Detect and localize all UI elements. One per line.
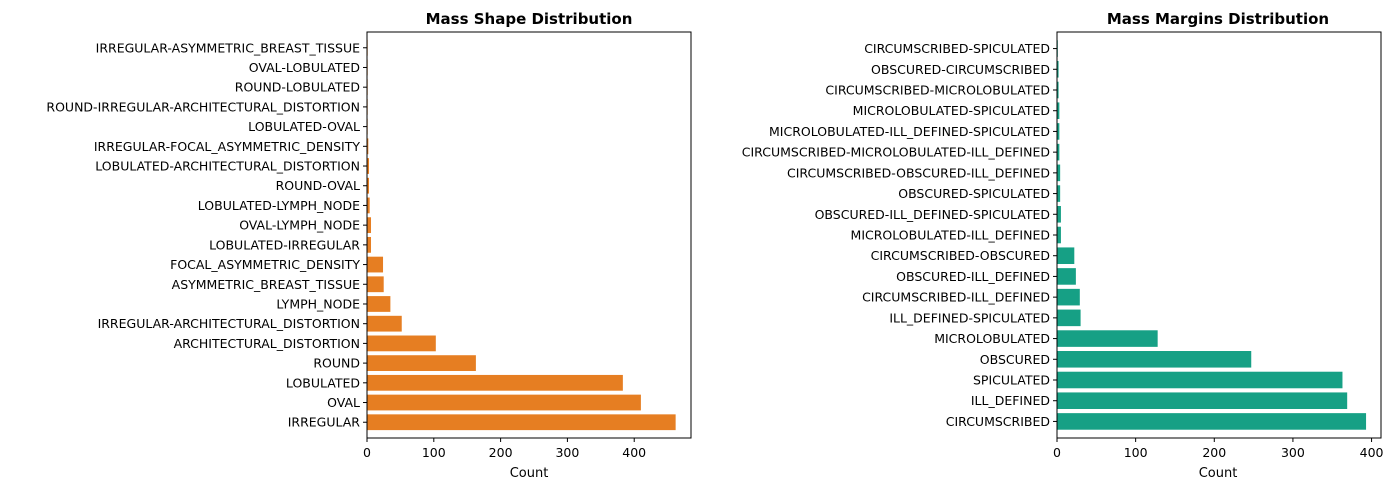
y-tick-label: CIRCUMSCRIBED xyxy=(946,414,1050,429)
y-tick-label: FOCAL_ASYMMETRIC_DENSITY xyxy=(170,257,360,272)
bar xyxy=(367,197,370,214)
bar xyxy=(367,177,370,194)
y-axis-ticks: IRREGULAR OVAL LOBULATED ROUND ARCHITECTURAL… xyxy=(46,40,367,430)
bar xyxy=(1057,371,1343,389)
y-tick-label: ROUND xyxy=(313,356,360,371)
y-axis-ticks: CIRCUMSCRIBED ILL_DEFINED SPICULATED OBSCUR… xyxy=(742,41,1057,429)
bar xyxy=(1057,247,1075,264)
y-tick-label: CIRCUMSCRIBED-MICROLOBULATED xyxy=(825,83,1050,98)
bar xyxy=(1057,164,1061,182)
y-tick-label: LOBULATED-OVAL xyxy=(248,119,360,134)
x-tick-label: 100 xyxy=(1124,445,1148,460)
y-tick-label: OBSCURED xyxy=(980,352,1050,367)
plot-frame xyxy=(366,31,692,439)
y-tick-label: SPICULATED xyxy=(973,373,1050,388)
bar xyxy=(367,296,391,312)
bar xyxy=(1057,226,1061,244)
bar xyxy=(1057,206,1061,223)
y-tick-label: OBSCURED-ILL_DEFINED xyxy=(896,269,1050,284)
y-tick-label: LOBULATED xyxy=(286,375,360,390)
y-tick-label: ASYMMETRIC_BREAST_TISSUE xyxy=(172,277,360,292)
y-tick-label: ILL_DEFINED-SPICULATED xyxy=(889,310,1050,325)
y-tick-label: OVAL-LOBULATED xyxy=(249,60,360,75)
y-tick-label: MICROLOBULATED-ILL_DEFINED xyxy=(851,228,1050,243)
y-tick-label: OBSCURED-CIRCUMSCRIBED xyxy=(871,62,1050,77)
bar xyxy=(1057,309,1081,327)
bar xyxy=(1057,185,1061,202)
y-tick-label: IRREGULAR-ARCHITECTURAL_DISTORTION xyxy=(98,316,360,331)
y-tick-label: LYMPH_NODE xyxy=(276,296,360,311)
y-tick-label: OVAL-LYMPH_NODE xyxy=(239,218,360,233)
bar xyxy=(367,236,372,253)
bar xyxy=(367,276,384,293)
y-tick-label: CIRCUMSCRIBED-ILL_DEFINED xyxy=(862,290,1050,305)
bar xyxy=(1057,351,1252,368)
bar xyxy=(367,414,676,431)
y-tick-label: ARCHITECTURAL_DISTORTION xyxy=(174,336,360,351)
chart-title: Mass Shape Distribution xyxy=(426,10,633,28)
bar xyxy=(1057,268,1076,285)
x-axis-ticks: 0 100 200 300 400 xyxy=(363,438,646,460)
bar xyxy=(367,355,476,371)
y-tick-label: MICROLOBULATED-SPICULATED xyxy=(853,103,1050,118)
x-tick-label: 0 xyxy=(363,445,371,460)
bar xyxy=(1057,81,1059,99)
bar xyxy=(1057,288,1080,306)
x-tick-label: 200 xyxy=(1202,445,1226,460)
x-axis-label: Count xyxy=(510,466,549,481)
y-tick-label: MICROLOBULATED xyxy=(934,331,1050,346)
bar xyxy=(1057,123,1060,140)
bar xyxy=(367,315,402,332)
y-tick-label: LOBULATED-LYMPH_NODE xyxy=(198,198,360,213)
x-tick-label: 300 xyxy=(555,445,579,460)
bar xyxy=(1057,413,1367,430)
chart-title: Mass Margins Distribution xyxy=(1107,10,1329,28)
x-tick-label: 400 xyxy=(1360,445,1384,460)
y-tick-label: CIRCUMSCRIBED-MICROLOBULATED-ILL_DEFINED xyxy=(742,145,1050,160)
bar xyxy=(1057,61,1059,78)
bar-group xyxy=(1057,40,1367,430)
bar xyxy=(367,256,384,273)
bar xyxy=(1057,102,1060,119)
x-tick-label: 300 xyxy=(1281,445,1305,460)
y-tick-label: LOBULATED-IRREGULAR xyxy=(209,237,360,252)
bar xyxy=(367,138,369,155)
mass-shape-chart: Mass Shape Distribution IRREGULAR OVAL LOB… xyxy=(46,10,692,481)
x-tick-label: 0 xyxy=(1053,445,1061,460)
y-tick-label: CIRCUMSCRIBED-SPICULATED xyxy=(864,41,1050,56)
y-tick-label: IRREGULAR-ASYMMETRIC_BREAST_TISSUE xyxy=(96,40,360,55)
y-tick-label: CIRCUMSCRIBED-OBSCURED-ILL_DEFINED xyxy=(787,165,1050,180)
bar xyxy=(1057,392,1348,409)
y-tick-label: OBSCURED-SPICULATED xyxy=(898,186,1050,201)
x-tick-label: 400 xyxy=(622,445,646,460)
y-tick-label: MICROLOBULATED-ILL_DEFINED-SPICULATED xyxy=(769,124,1050,139)
y-tick-label: ROUND-OVAL xyxy=(276,178,360,193)
x-axis-ticks: 0 100 200 300 400 xyxy=(1053,438,1384,460)
bar xyxy=(367,374,623,391)
y-tick-label: OBSCURED-ILL_DEFINED-SPICULATED xyxy=(815,207,1050,222)
bar xyxy=(367,394,641,411)
bar xyxy=(367,158,370,174)
x-tick-label: 100 xyxy=(422,445,446,460)
x-axis-label: Count xyxy=(1199,466,1238,481)
bar xyxy=(367,335,436,352)
mass-margins-chart: Mass Margins Distribution CIRCUMSCRIBED I… xyxy=(742,10,1384,481)
y-tick-label: OVAL xyxy=(327,395,360,410)
bar xyxy=(1057,330,1158,347)
y-tick-label: LOBULATED-ARCHITECTURAL_DISTORTION xyxy=(95,159,360,174)
y-tick-label: ROUND-IRREGULAR-ARCHITECTURAL_DISTORTION xyxy=(46,99,360,114)
y-tick-label: ILL_DEFINED xyxy=(971,393,1050,408)
x-tick-label: 200 xyxy=(489,445,513,460)
bar xyxy=(367,217,372,234)
y-tick-label: IRREGULAR xyxy=(288,415,361,430)
y-tick-label: IRREGULAR-FOCAL_ASYMMETRIC_DENSITY xyxy=(94,139,361,154)
y-tick-label: ROUND-LOBULATED xyxy=(235,80,360,95)
y-tick-label: CIRCUMSCRIBED-OBSCURED xyxy=(871,248,1050,263)
bar xyxy=(1057,143,1060,161)
